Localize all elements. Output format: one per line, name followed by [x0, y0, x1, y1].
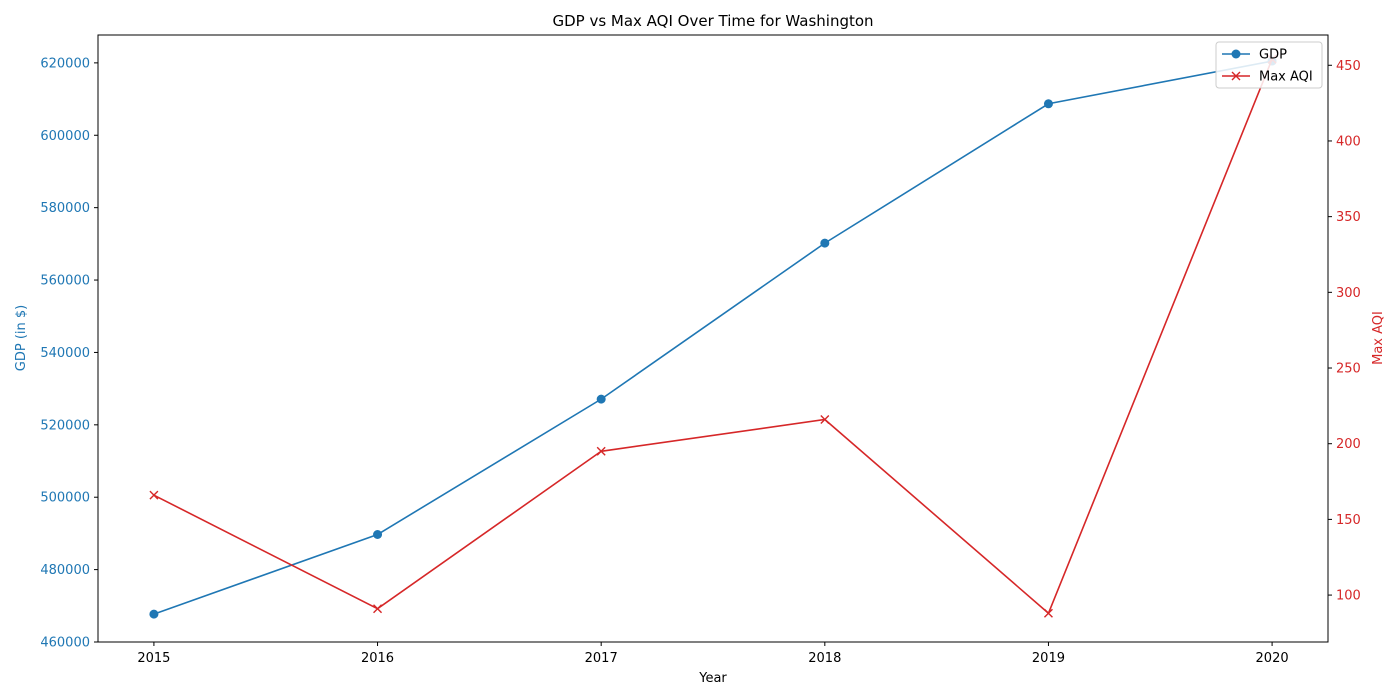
x-axis-ticks: 2015 2016 2017 2018 2019 2020: [137, 642, 1289, 666]
right-tick-label: 200: [1336, 437, 1361, 452]
left-axis-label: GDP (in $): [14, 305, 29, 371]
x-tick-label: 2018: [808, 651, 841, 666]
left-tick-label: 620000: [40, 56, 90, 71]
legend-marker: [1231, 71, 1241, 81]
left-tick-label: 460000: [40, 636, 90, 651]
right-tick-label: 450: [1336, 59, 1361, 74]
left-axis-ticks: 460000 480000 500000 520000 540000 560000 5800…: [40, 56, 98, 651]
legend-label: Max AQI: [1259, 70, 1313, 85]
x-tick-label: 2016: [361, 651, 394, 666]
legend-label: GDP: [1259, 48, 1287, 63]
x-tick-label: 2015: [137, 651, 170, 666]
data-point: [820, 238, 830, 248]
left-tick-label: 580000: [40, 201, 90, 216]
left-tick-label: 560000: [40, 274, 90, 289]
right-tick-label: 350: [1336, 210, 1361, 225]
right-axis-ticks: 100 150 200 250 300 350 400 450: [1328, 59, 1361, 604]
chart-title: GDP vs Max AQI Over Time for Washington: [552, 12, 873, 30]
data-point: [820, 414, 830, 424]
series-line-gdp: [153, 60, 1273, 615]
legend-marker: [1231, 49, 1241, 59]
left-tick-label: 540000: [40, 346, 90, 361]
data-point: [1043, 608, 1053, 618]
data-point: [373, 529, 383, 539]
x-tick-label: 2020: [1256, 651, 1289, 666]
right-tick-label: 300: [1336, 286, 1361, 301]
x-tick-label: 2017: [585, 651, 618, 666]
data-point: [149, 490, 159, 500]
left-tick-label: 500000: [40, 491, 90, 506]
data-point: [149, 609, 159, 619]
right-tick-label: 250: [1336, 362, 1361, 377]
right-tick-label: 150: [1336, 513, 1361, 528]
data-point: [596, 446, 606, 456]
right-tick-label: 100: [1336, 589, 1361, 604]
x-axis-label: Year: [698, 671, 727, 686]
series-line-max-aqi: [153, 58, 1273, 615]
x-tick-label: 2019: [1032, 651, 1065, 666]
legend: GDP Max AQI: [1215, 41, 1323, 89]
right-tick-label: 400: [1336, 134, 1361, 149]
left-tick-label: 520000: [40, 418, 90, 433]
left-tick-label: 600000: [40, 129, 90, 144]
plot-frame: [97, 34, 1329, 643]
data-point: [596, 394, 606, 404]
left-tick-label: 480000: [40, 563, 90, 578]
data-point: [373, 604, 383, 614]
data-point: [1043, 99, 1053, 109]
right-axis-label: Max AQI: [1371, 311, 1386, 365]
